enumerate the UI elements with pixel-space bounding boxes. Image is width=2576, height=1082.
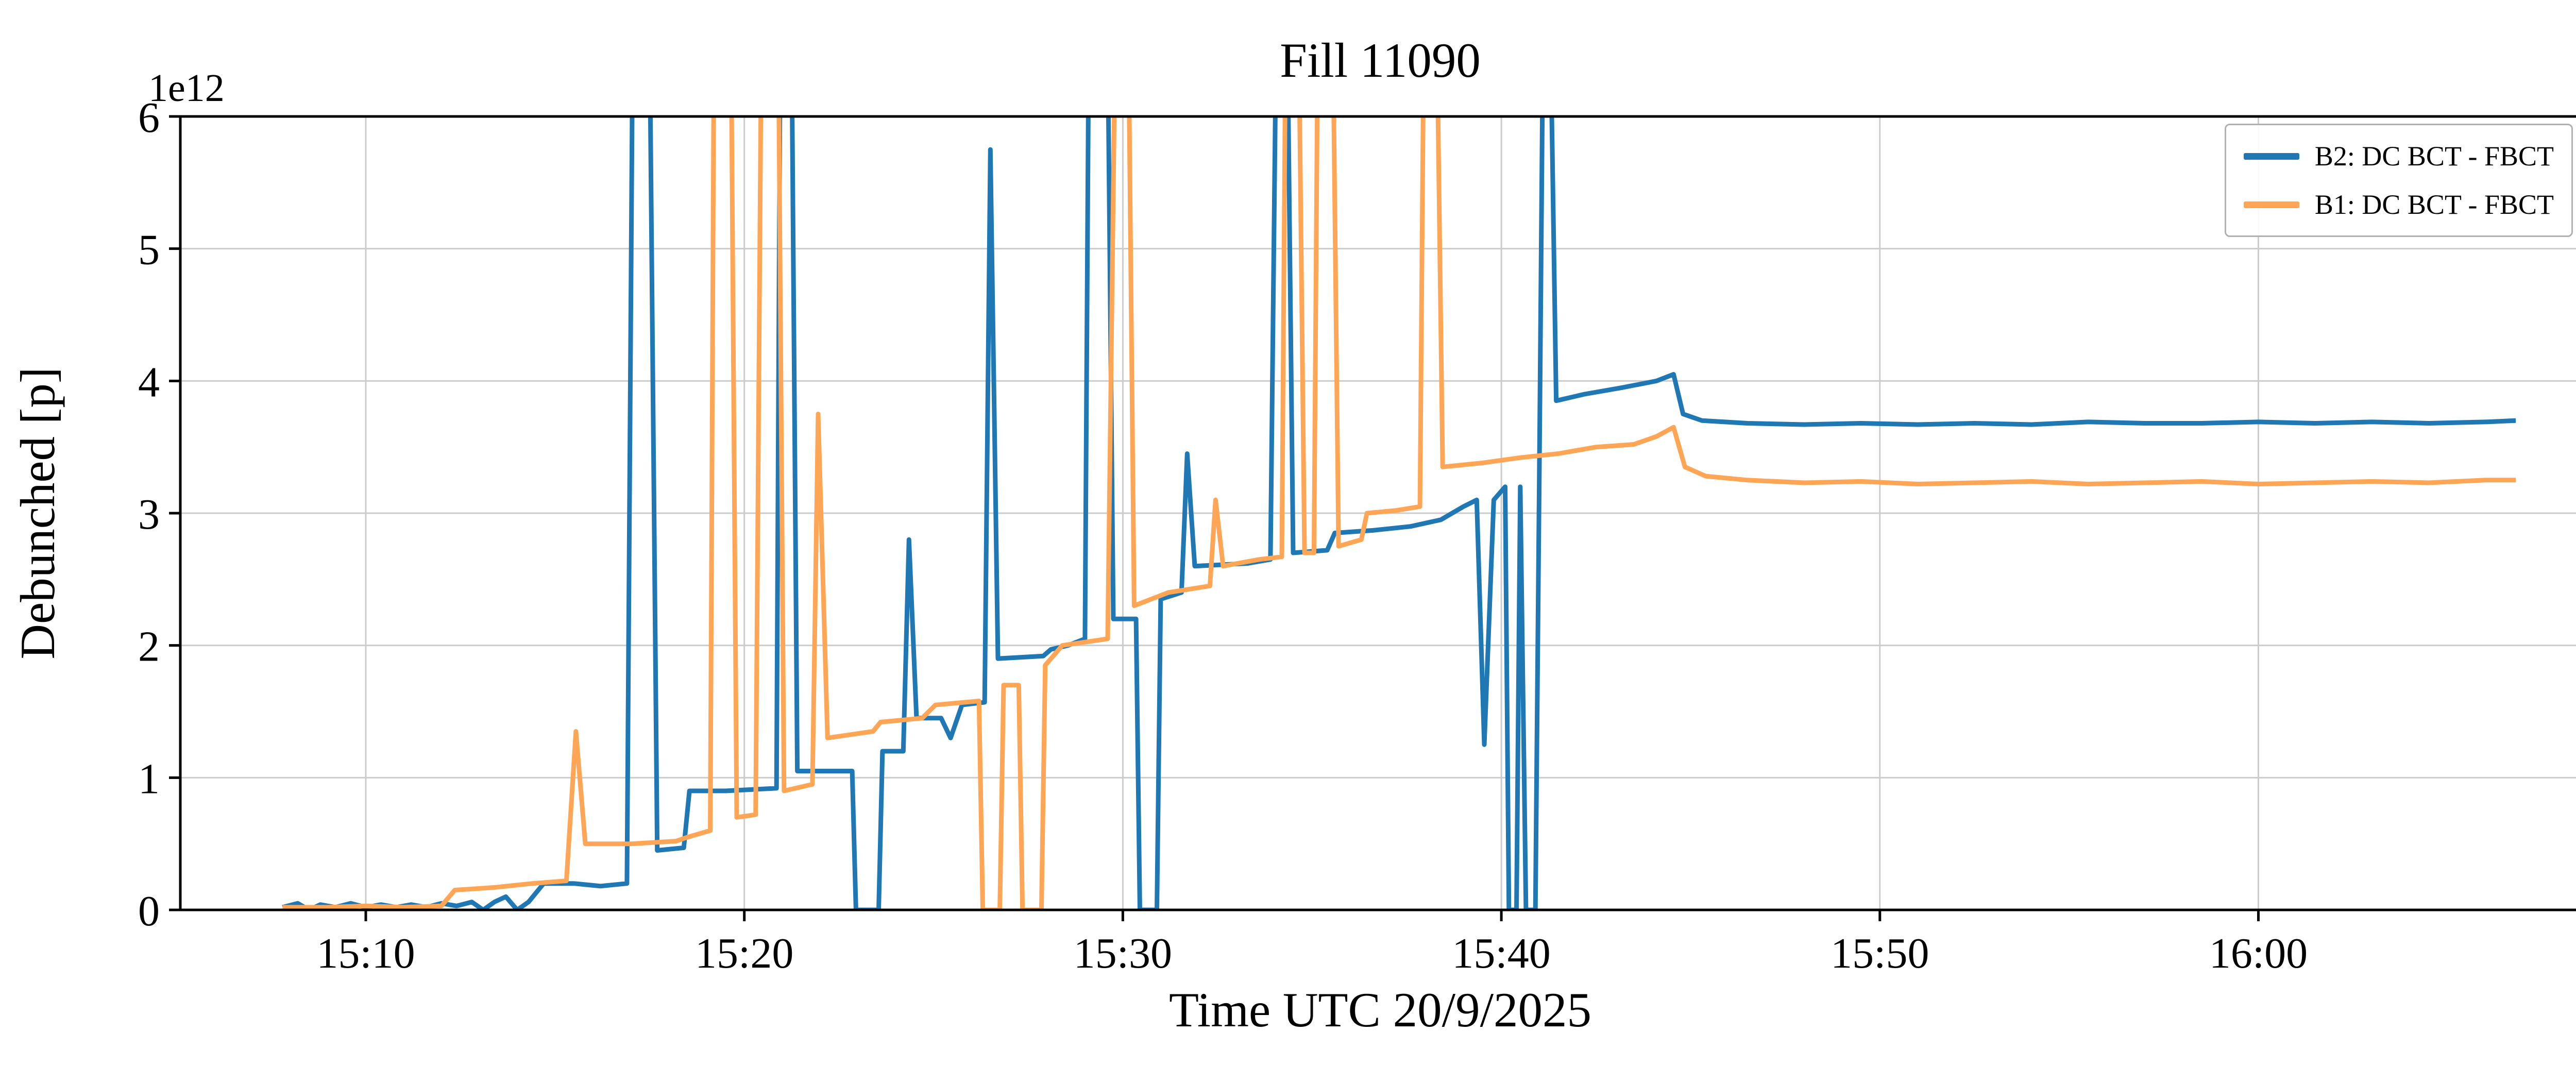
series-lines xyxy=(282,116,2516,910)
y-axis-label: Debunched [p] xyxy=(10,367,65,660)
legend-entry-b1: B1: DC BCT - FBCT xyxy=(2243,185,2554,224)
legend: B2: DC BCT - FBCT B1: DC BCT - FBCT xyxy=(2224,124,2573,237)
x-tick-label: 15:40 xyxy=(1452,929,1550,977)
series-line-b1 xyxy=(282,116,2516,910)
y-tick-label: 3 xyxy=(138,491,160,538)
y-tick-label: 4 xyxy=(138,358,160,406)
tick-marks xyxy=(169,115,2260,921)
x-tick-label: 16:00 xyxy=(2209,929,2308,977)
legend-entry-b2: B2: DC BCT - FBCT xyxy=(2243,137,2554,176)
series-line-b2 xyxy=(282,116,2516,910)
y-tick-label: 1 xyxy=(138,755,160,803)
x-tick-label: 15:30 xyxy=(1074,929,1172,977)
tick-labels: 15:10 15:20 15:30 15:40 15:50 16:00 0 1 2 3 4 5 6 xyxy=(138,94,2308,977)
y-tick-label: 0 xyxy=(138,887,160,935)
y-tick-label: 6 xyxy=(138,94,160,142)
x-axis-label: Time UTC 20/9/2025 xyxy=(1169,983,1591,1037)
legend-line-swatch-b1 xyxy=(2243,201,2299,208)
legend-label-b1: B1: DC BCT - FBCT xyxy=(2314,189,2554,220)
x-tick-label: 15:20 xyxy=(695,929,793,977)
x-tick-label: 15:50 xyxy=(1831,929,1929,977)
x-tick-label: 15:10 xyxy=(316,929,415,977)
y-axis-offset-text: 1e12 xyxy=(148,66,225,110)
legend-label-b2: B2: DC BCT - FBCT xyxy=(2314,141,2554,172)
legend-line-swatch-b2 xyxy=(2243,153,2299,160)
y-tick-label: 5 xyxy=(138,226,160,274)
chart-title: Fill 11090 xyxy=(1280,33,1481,88)
y-tick-label: 2 xyxy=(138,623,160,671)
